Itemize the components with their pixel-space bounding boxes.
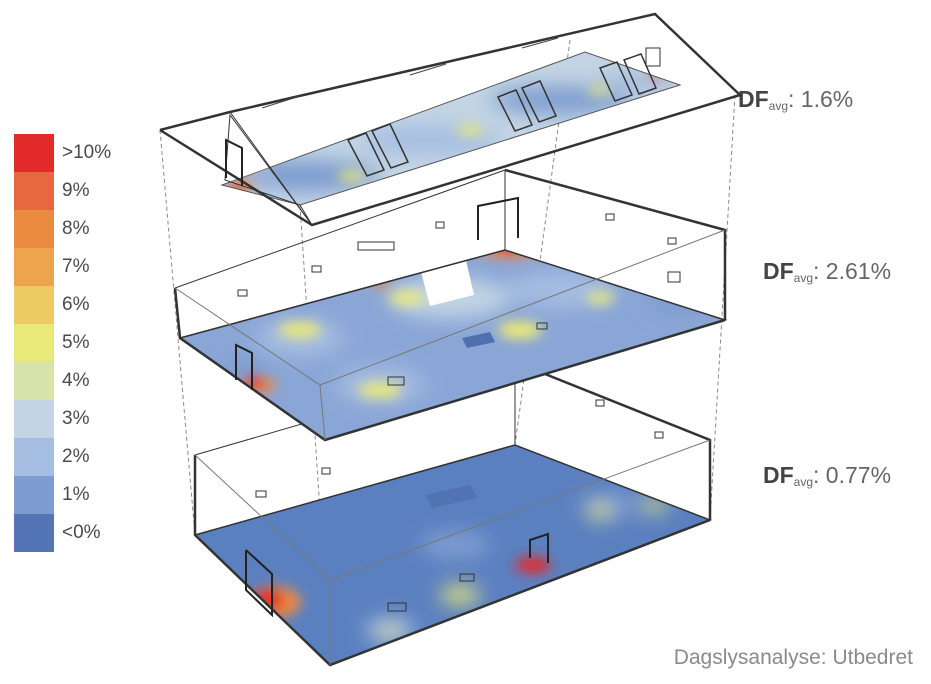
legend-item: >10% (14, 134, 144, 172)
legend-swatch (14, 324, 54, 362)
legend-swatch (14, 438, 54, 476)
legend-item: 1% (14, 476, 144, 514)
legend-item: 6% (14, 286, 144, 324)
legend-item: 3% (14, 400, 144, 438)
legend-label: 6% (62, 294, 90, 315)
legend-label: 2% (62, 446, 90, 467)
legend-item: 9% (14, 172, 144, 210)
legend-swatch (14, 286, 54, 324)
legend-item: 5% (14, 324, 144, 362)
legend-label: 1% (62, 484, 90, 505)
dashed-connector-lines (159, 39, 736, 666)
legend-swatch (14, 400, 54, 438)
legend-swatch (14, 210, 54, 248)
legend-swatch (14, 172, 54, 210)
ground-floor (193, 360, 713, 667)
legend-item: <0% (14, 514, 144, 552)
legend-label: 7% (62, 256, 90, 277)
legend-label: 5% (62, 332, 90, 353)
legend-label: >10% (62, 142, 112, 163)
legend-swatch (14, 362, 54, 400)
legend-swatch (14, 476, 54, 514)
df-label-attic: DFavg: 1.6% (738, 86, 854, 113)
legend-item: 8% (14, 210, 144, 248)
legend-item: 2% (14, 438, 144, 476)
legend-item: 7% (14, 248, 144, 286)
legend-item: 4% (14, 362, 144, 400)
legend-label: 8% (62, 218, 90, 239)
attic-floor (159, 12, 743, 227)
df-label-ground: DFavg: 0.77% (763, 462, 892, 489)
legend-swatch (14, 514, 54, 552)
legend-label: 9% (62, 180, 90, 201)
legend-label: 3% (62, 408, 90, 429)
df-label-middle: DFavg: 2.61% (763, 258, 892, 285)
legend-label: 4% (62, 370, 90, 391)
legend-swatch (14, 248, 54, 286)
legend-swatch (14, 134, 54, 172)
middle-floor (173, 168, 728, 442)
caption: Dagslysanalyse: Utbedret (673, 646, 913, 669)
legend-label: <0% (62, 522, 101, 543)
